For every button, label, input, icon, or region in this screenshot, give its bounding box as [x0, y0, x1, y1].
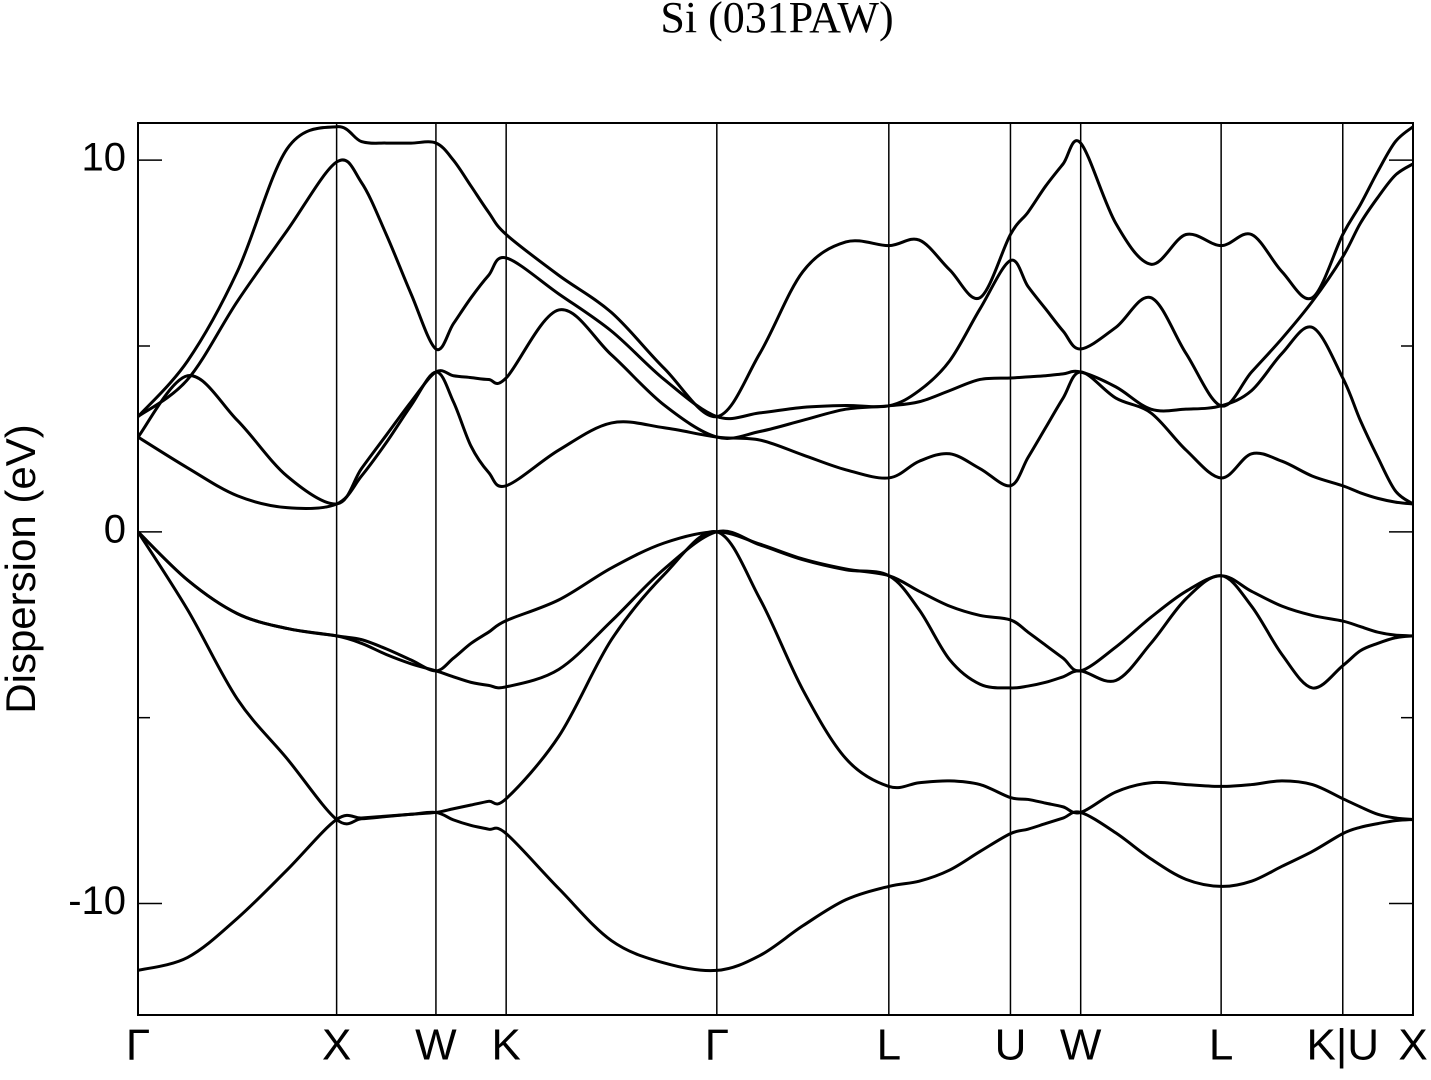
x-tick-label: L — [877, 1021, 901, 1070]
bands — [138, 125, 1413, 973]
band-line — [138, 530, 1413, 826]
x-tick-label: L — [1209, 1021, 1233, 1070]
x-tick-label: Γ — [126, 1021, 150, 1070]
x-tick-label: Γ — [705, 1021, 729, 1070]
grid — [137, 123, 1414, 1015]
x-tick-label: U — [995, 1021, 1027, 1070]
y-tick-label: 10 — [82, 136, 127, 180]
y-tick-label: -10 — [68, 879, 126, 923]
band-line — [138, 158, 1413, 421]
y-axis-label: Dispersion (eV) — [0, 424, 44, 713]
chart-title: Si (031PAW) — [660, 0, 893, 42]
x-tick-label: X — [322, 1021, 351, 1070]
x-tick-label: K|U — [1306, 1021, 1379, 1070]
x-tick-label: K — [491, 1021, 520, 1070]
x-tick-label: X — [1398, 1021, 1427, 1070]
x-tick-label: W — [415, 1021, 457, 1070]
y-tick-label: 0 — [104, 507, 126, 551]
band-line — [138, 125, 1413, 419]
plot-frame — [137, 122, 1414, 1016]
band-line — [138, 530, 1413, 673]
x-tick-label: W — [1060, 1021, 1102, 1070]
band-line — [138, 370, 1413, 510]
